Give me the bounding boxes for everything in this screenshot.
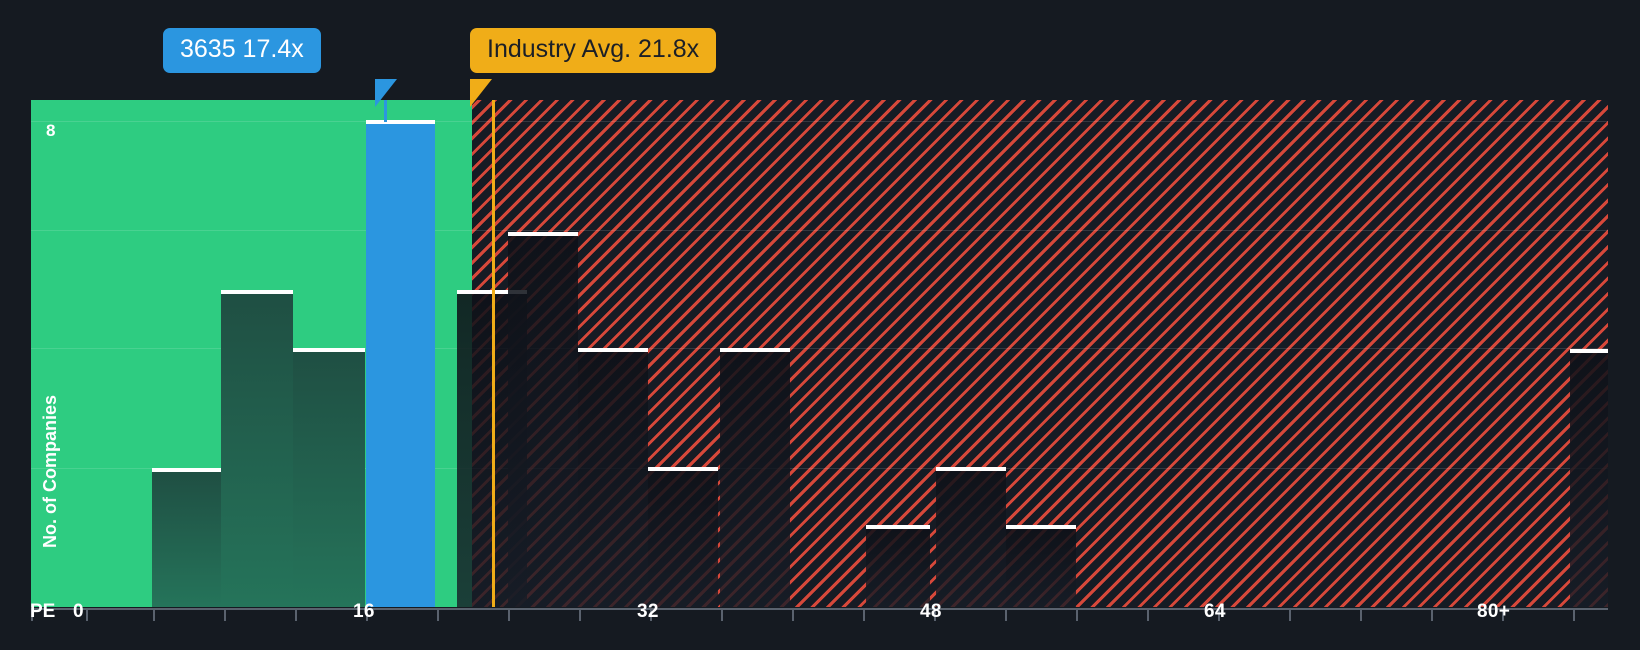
bar-bin-56-60[interactable] xyxy=(1006,525,1076,607)
x-tick xyxy=(508,610,510,621)
bar-fill xyxy=(293,352,365,607)
bar-fill xyxy=(648,471,718,607)
x-tick xyxy=(1218,610,1220,621)
bar-cap xyxy=(866,525,930,529)
x-tick xyxy=(650,610,652,621)
bar-bin-4-8[interactable] xyxy=(152,468,222,607)
bar-bin-8-12[interactable] xyxy=(221,290,293,607)
x-tick-label-80plus: 80+ xyxy=(1477,601,1511,622)
bar-bin-32-36[interactable] xyxy=(648,467,718,607)
x-tick xyxy=(366,610,368,621)
bar-cap xyxy=(936,467,1006,471)
x-tick xyxy=(1076,610,1078,621)
gridline-8 xyxy=(31,121,1608,122)
plot-area xyxy=(31,100,1608,607)
x-tick xyxy=(792,610,794,621)
x-tick xyxy=(1502,610,1504,621)
bar-fill xyxy=(508,236,578,607)
bar-bin-28-32[interactable] xyxy=(578,348,648,607)
x-tick xyxy=(863,610,865,621)
bar-cap xyxy=(648,467,718,471)
x-tick-label-16: 16 xyxy=(353,601,375,622)
bar-cap xyxy=(1006,525,1076,529)
bar-fill xyxy=(221,294,293,607)
x-tick xyxy=(1005,610,1007,621)
bar-bin-24-28[interactable] xyxy=(508,232,578,607)
bar-fill xyxy=(720,352,790,607)
y-axis-label: No. of Companies xyxy=(40,395,60,549)
bar-cap xyxy=(293,348,365,352)
x-tick xyxy=(579,610,581,621)
x-tick xyxy=(1431,610,1433,621)
bar-cap xyxy=(1570,349,1608,353)
bar-cap xyxy=(221,290,293,294)
gridline-2 xyxy=(31,468,1608,469)
x-axis-line xyxy=(31,608,1608,610)
x-tick xyxy=(224,610,226,621)
x-tick xyxy=(295,610,297,621)
bar-fill xyxy=(936,471,1006,607)
bar-fill xyxy=(152,472,222,607)
x-tick xyxy=(934,610,936,621)
bar-cap xyxy=(366,120,435,124)
x-tick-label-48: 48 xyxy=(920,601,942,622)
bar-bin-52-56[interactable] xyxy=(936,467,1006,607)
x-tick-label-64: 64 xyxy=(1204,601,1226,622)
bar-fill xyxy=(1006,529,1076,607)
x-axis-title: PE xyxy=(30,601,56,622)
x-tick xyxy=(721,610,723,621)
x-tick xyxy=(437,610,439,621)
industry-average-line xyxy=(492,100,495,607)
x-tick xyxy=(1289,610,1291,621)
bar-bin-48-52[interactable] xyxy=(866,525,930,607)
x-tick xyxy=(86,610,88,621)
bar-cap xyxy=(508,232,578,236)
bar-fill xyxy=(578,352,648,607)
company-callout-tail xyxy=(375,79,397,107)
bar-company-highlight[interactable] xyxy=(366,120,435,607)
x-tick-label-0: 0 xyxy=(73,601,84,622)
bar-bin-80plus[interactable] xyxy=(1570,349,1608,607)
industry-callout-tail xyxy=(470,79,492,107)
company-callout-stem xyxy=(384,100,387,122)
bar-bin-36-40[interactable] xyxy=(720,348,790,607)
x-tick-label-32: 32 xyxy=(637,601,659,622)
bar-fill xyxy=(866,529,930,607)
overvalued-zone-hatched xyxy=(472,100,1608,607)
bar-fill xyxy=(1570,353,1608,607)
bar-cap xyxy=(578,348,648,352)
x-tick xyxy=(1573,610,1575,621)
x-tick xyxy=(1147,610,1149,621)
bar-fill xyxy=(366,124,435,607)
x-tick xyxy=(1360,610,1362,621)
industry-average-callout[interactable]: Industry Avg. 21.8x xyxy=(470,28,717,73)
bar-cap xyxy=(720,348,790,352)
bar-bin-12-16[interactable] xyxy=(293,348,365,607)
gridline-4 xyxy=(31,348,1608,349)
x-tick xyxy=(153,610,155,621)
company-pe-callout[interactable]: 3635 17.4x xyxy=(163,28,321,73)
x-tick xyxy=(31,610,33,621)
y-axis-top-value: 8 xyxy=(46,121,56,140)
bar-cap xyxy=(152,468,222,472)
gridline-6 xyxy=(31,230,1608,231)
